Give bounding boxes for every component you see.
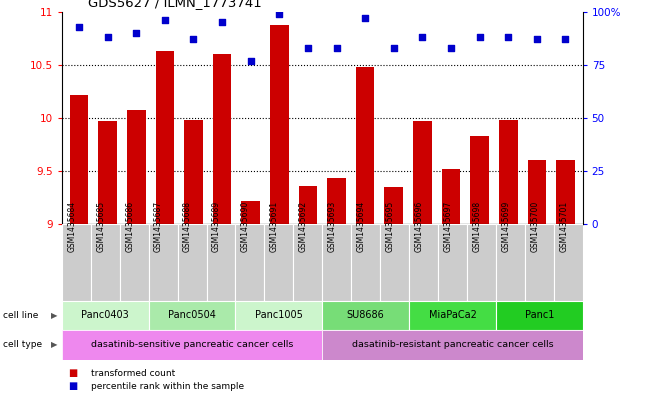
Text: GSM1435688: GSM1435688 <box>183 201 192 252</box>
Point <box>159 17 170 24</box>
Bar <box>264 224 294 301</box>
Point <box>532 36 542 42</box>
Bar <box>527 160 546 224</box>
Point <box>102 34 113 40</box>
Bar <box>120 224 148 301</box>
Text: ■: ■ <box>68 381 77 391</box>
Bar <box>556 160 575 224</box>
Text: GSM1435694: GSM1435694 <box>357 201 366 252</box>
Point <box>417 34 428 40</box>
Bar <box>385 187 403 224</box>
Bar <box>148 224 178 301</box>
Text: GSM1435689: GSM1435689 <box>212 201 221 252</box>
Point <box>331 45 342 51</box>
Point <box>503 34 514 40</box>
Bar <box>496 301 583 330</box>
Text: percentile rank within the sample: percentile rank within the sample <box>91 382 244 391</box>
Bar <box>270 24 288 224</box>
Bar <box>470 136 489 224</box>
Bar <box>322 224 351 301</box>
Bar <box>90 224 120 301</box>
Bar <box>62 330 322 360</box>
Bar <box>236 301 322 330</box>
Bar <box>442 169 460 224</box>
Text: dasatinib-resistant pancreatic cancer cells: dasatinib-resistant pancreatic cancer ce… <box>352 340 553 349</box>
Bar <box>62 224 90 301</box>
Point <box>274 11 284 17</box>
Bar <box>351 224 380 301</box>
Point <box>188 36 199 42</box>
Text: GSM1435693: GSM1435693 <box>327 201 337 252</box>
Bar <box>322 330 583 360</box>
Text: GSM1435699: GSM1435699 <box>501 201 510 252</box>
Text: Panc1: Panc1 <box>525 310 554 320</box>
Bar <box>409 301 496 330</box>
Text: GDS5627 / ILMN_1773741: GDS5627 / ILMN_1773741 <box>88 0 262 9</box>
Text: cell line: cell line <box>3 311 44 320</box>
Text: ▶: ▶ <box>51 311 57 320</box>
Bar <box>294 224 322 301</box>
Text: GSM1435701: GSM1435701 <box>559 201 568 252</box>
Point <box>561 36 571 42</box>
Text: GSM1435687: GSM1435687 <box>154 201 163 252</box>
Bar <box>98 121 117 224</box>
Bar <box>236 224 264 301</box>
Bar <box>380 224 409 301</box>
Bar <box>127 110 146 224</box>
Point <box>446 45 456 51</box>
Text: GSM1435686: GSM1435686 <box>125 201 134 252</box>
Text: transformed count: transformed count <box>91 369 175 378</box>
Text: Panc1005: Panc1005 <box>255 310 303 320</box>
Point <box>131 30 141 36</box>
Bar <box>413 121 432 224</box>
Text: GSM1435700: GSM1435700 <box>531 201 539 252</box>
Bar <box>438 224 467 301</box>
Text: GSM1435690: GSM1435690 <box>241 201 250 252</box>
Text: ■: ■ <box>68 368 77 378</box>
Text: GSM1435696: GSM1435696 <box>415 201 424 252</box>
Text: GSM1435695: GSM1435695 <box>385 201 395 252</box>
Bar <box>184 120 202 224</box>
Text: GSM1435684: GSM1435684 <box>67 201 76 252</box>
Bar <box>62 301 148 330</box>
Text: GSM1435697: GSM1435697 <box>443 201 452 252</box>
Text: SU8686: SU8686 <box>347 310 385 320</box>
Bar <box>178 224 206 301</box>
Bar <box>409 224 438 301</box>
Bar <box>467 224 496 301</box>
Text: dasatinib-sensitive pancreatic cancer cells: dasatinib-sensitive pancreatic cancer ce… <box>91 340 293 349</box>
Bar <box>327 178 346 224</box>
Text: GSM1435698: GSM1435698 <box>473 201 481 252</box>
Text: GSM1435691: GSM1435691 <box>270 201 279 252</box>
Text: Panc0504: Panc0504 <box>168 310 216 320</box>
Text: Panc0403: Panc0403 <box>81 310 129 320</box>
Bar <box>322 301 409 330</box>
Bar <box>206 224 236 301</box>
Bar <box>356 67 374 224</box>
Text: GSM1435692: GSM1435692 <box>299 201 308 252</box>
Point <box>475 34 485 40</box>
Text: MiaPaCa2: MiaPaCa2 <box>428 310 477 320</box>
Bar <box>242 201 260 224</box>
Point <box>245 57 256 64</box>
Text: GSM1435685: GSM1435685 <box>96 201 105 252</box>
Bar <box>70 95 89 224</box>
Point <box>217 19 227 26</box>
Bar <box>499 120 518 224</box>
Point <box>303 45 313 51</box>
Text: ▶: ▶ <box>51 340 57 349</box>
Text: cell type: cell type <box>3 340 48 349</box>
Bar <box>525 224 554 301</box>
Bar <box>299 186 317 224</box>
Bar <box>554 224 583 301</box>
Point <box>74 24 84 30</box>
Bar <box>213 54 231 224</box>
Bar <box>496 224 525 301</box>
Bar <box>148 301 236 330</box>
Point <box>389 45 399 51</box>
Bar <box>156 51 174 224</box>
Point <box>360 15 370 21</box>
